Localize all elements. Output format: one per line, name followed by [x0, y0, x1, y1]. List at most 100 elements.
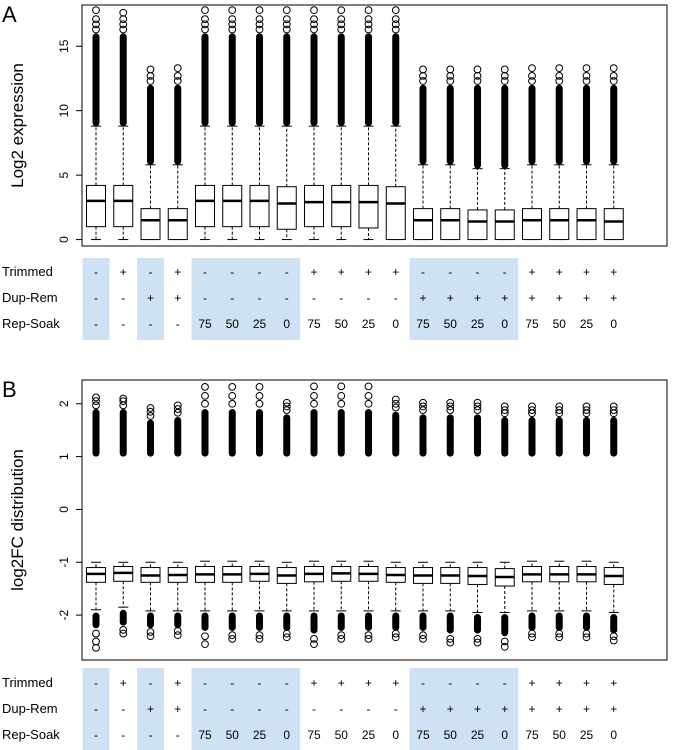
condition-cell: -	[230, 291, 234, 305]
condition-cell: +	[174, 291, 181, 305]
y-tick-label: 15	[57, 39, 71, 53]
condition-cell: 0	[610, 728, 617, 742]
condition-cell: 50	[335, 728, 349, 742]
condition-cell: -	[94, 702, 98, 716]
outlier-cluster	[446, 84, 454, 165]
condition-cell: +	[338, 265, 345, 279]
lower-outlier-point	[255, 631, 264, 640]
lower-outlier-point	[310, 634, 318, 643]
outlier-point	[337, 25, 346, 34]
upper-outlier-point	[255, 382, 264, 391]
condition-cell: 75	[307, 728, 321, 742]
condition-cell: -	[285, 291, 289, 305]
lower-outlier-point	[282, 629, 291, 638]
outlier-point	[582, 71, 591, 80]
outlier-point	[92, 25, 100, 34]
outlier-point	[528, 71, 536, 80]
upper-outlier-cluster	[474, 414, 481, 457]
upper-outlier-cluster	[201, 409, 209, 457]
lower-outlier-point	[282, 633, 291, 642]
outlier-cluster	[419, 84, 427, 165]
panel-b-boxes	[86, 382, 624, 652]
lower-outlier-point	[609, 632, 618, 641]
lower-outlier-cluster	[310, 612, 318, 634]
outlier-point	[255, 15, 264, 24]
condition-cell: -	[176, 317, 180, 331]
outlier-point	[310, 20, 318, 29]
condition-cell: +	[174, 702, 181, 716]
condition-cell: +	[556, 676, 563, 690]
condition-row-label: Trimmed	[2, 675, 53, 690]
condition-cell: +	[610, 291, 617, 305]
condition-cell: 50	[335, 317, 349, 331]
outlier-point	[228, 6, 237, 15]
condition-highlight	[191, 668, 301, 750]
outlier-point	[500, 77, 509, 85]
box-iqr	[522, 208, 542, 241]
condition-cell: +	[419, 702, 426, 716]
box-iqr	[576, 208, 597, 241]
lower-outlier-cluster	[365, 612, 372, 631]
upper-outlier-cluster	[365, 409, 372, 457]
condition-cell: -	[503, 676, 507, 690]
condition-cell: 0	[283, 728, 290, 742]
condition-cell: +	[474, 291, 481, 305]
lower-outlier-point	[146, 632, 155, 641]
condition-highlight	[409, 258, 519, 340]
condition-cell: +	[583, 291, 590, 305]
condition-cell: -	[149, 676, 153, 690]
upper-outlier-point	[555, 402, 564, 411]
upper-outlier-point	[528, 402, 536, 411]
upper-outlier-point	[500, 402, 509, 411]
upper-outlier-cluster	[256, 409, 263, 457]
upper-outlier-point	[582, 402, 591, 411]
outlier-point	[146, 65, 155, 74]
lower-outlier-point	[364, 634, 373, 643]
condition-cell: 0	[501, 317, 508, 331]
upper-outlier-point	[119, 394, 128, 403]
outlier-cluster	[501, 84, 509, 169]
condition-cell: -	[94, 728, 98, 742]
lower-outlier-cluster	[610, 614, 618, 634]
y-tick-label: 5	[57, 171, 71, 178]
condition-cell: 75	[198, 728, 212, 742]
outlier-point	[255, 20, 264, 29]
outlier-point	[228, 25, 237, 34]
outlier-cluster	[528, 84, 536, 165]
upper-outlier-point	[255, 399, 264, 408]
outlier-point	[473, 65, 482, 74]
lower-outlier-cluster	[583, 612, 590, 631]
condition-highlight	[82, 668, 110, 750]
box-iqr	[222, 184, 243, 228]
condition-cell: -	[421, 265, 425, 279]
lower-outlier-point	[228, 634, 237, 643]
condition-cell: 75	[416, 317, 430, 331]
lower-outlier-point	[92, 629, 100, 638]
condition-cell: 25	[362, 317, 376, 331]
box-plot	[576, 402, 597, 642]
condition-highlight	[137, 258, 164, 340]
upper-outlier-point	[582, 406, 591, 415]
condition-cell: +	[310, 265, 317, 279]
outlier-point	[282, 15, 291, 24]
lower-outlier-cluster	[555, 612, 563, 631]
panel-b-label: B	[2, 377, 17, 402]
outlier-point	[228, 20, 237, 29]
condition-cell: 75	[307, 317, 321, 331]
upper-outlier-point	[337, 399, 346, 408]
outlier-point	[555, 77, 564, 85]
condition-cell: +	[610, 265, 617, 279]
upper-outlier-cluster	[610, 416, 618, 457]
upper-outlier-point	[310, 391, 318, 400]
outlier-point	[310, 6, 318, 15]
outlier-cluster	[147, 84, 154, 165]
condition-cell: -	[230, 265, 234, 279]
outlier-point	[92, 6, 100, 15]
lower-outlier-point	[173, 631, 182, 640]
upper-outlier-point	[201, 391, 209, 400]
condition-cell: -	[203, 702, 207, 716]
condition-cell: +	[365, 676, 372, 690]
upper-outlier-cluster	[446, 414, 454, 457]
condition-cell: 25	[253, 728, 267, 742]
condition-cell: -	[503, 265, 507, 279]
